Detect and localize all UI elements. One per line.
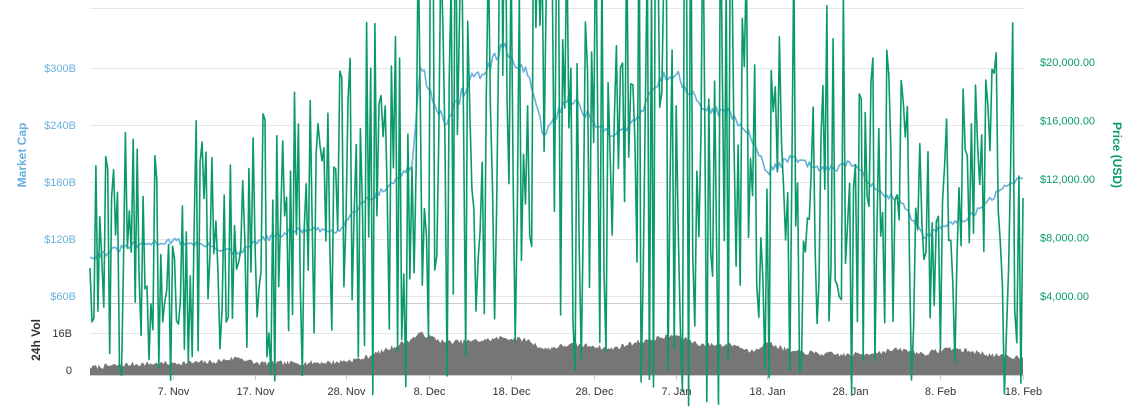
right-axis-ticks: $4,000.00 $8,000.00 $12,000.00 $16,000.00 $2…: [1040, 57, 1095, 303]
volume-tick-label: 0: [66, 365, 72, 377]
left-tick-label: $180B: [44, 177, 76, 189]
volume-axis-ticks: 0 16B: [52, 328, 72, 377]
x-tick-label: 8. Feb: [925, 386, 956, 398]
x-tick-label: 17. Nov: [237, 386, 275, 398]
left-tick-label: $240B: [44, 120, 76, 132]
right-tick-label: $4,000.00: [1040, 291, 1089, 303]
right-tick-label: $12,000.00: [1040, 174, 1095, 186]
volume-area: [90, 331, 1023, 375]
left-axis-ticks: $60B $120B $180B $240B $300B: [44, 63, 76, 303]
x-tick-label: 18. Dec: [493, 386, 531, 398]
x-axis-ticks: 7. Nov 17. Nov 28. Nov 8. Dec 18. Dec 28. Dec…: [158, 375, 1042, 398]
left-tick-label: $60B: [50, 291, 76, 303]
x-tick-label: 7. Jan: [662, 386, 692, 398]
left-tick-label: $300B: [44, 63, 76, 75]
x-tick-label: 28. Jan: [832, 386, 868, 398]
series-line-price: [89, 0, 1024, 407]
right-tick-label: $8,000.00: [1040, 233, 1089, 245]
series-lines: [89, 0, 1024, 407]
right-axis-title: Price (USD): [1110, 122, 1124, 188]
right-tick-label: $16,000.00: [1040, 116, 1095, 128]
volume-axis-title: 24h Vol: [29, 319, 43, 361]
x-tick-label: 18. Feb: [1005, 386, 1042, 398]
left-axis-title: Market Cap: [15, 123, 29, 188]
volume-series-area: [90, 331, 1023, 375]
x-tick-label: 28. Dec: [576, 386, 614, 398]
x-tick-label: 18. Jan: [749, 386, 785, 398]
x-tick-label: 7. Nov: [158, 386, 190, 398]
left-tick-label: $120B: [44, 234, 76, 246]
volume-tick-label: 16B: [52, 328, 72, 340]
right-tick-label: $20,000.00: [1040, 57, 1095, 69]
x-tick-label: 8. Dec: [414, 386, 446, 398]
x-tick-label: 28. Nov: [328, 386, 366, 398]
